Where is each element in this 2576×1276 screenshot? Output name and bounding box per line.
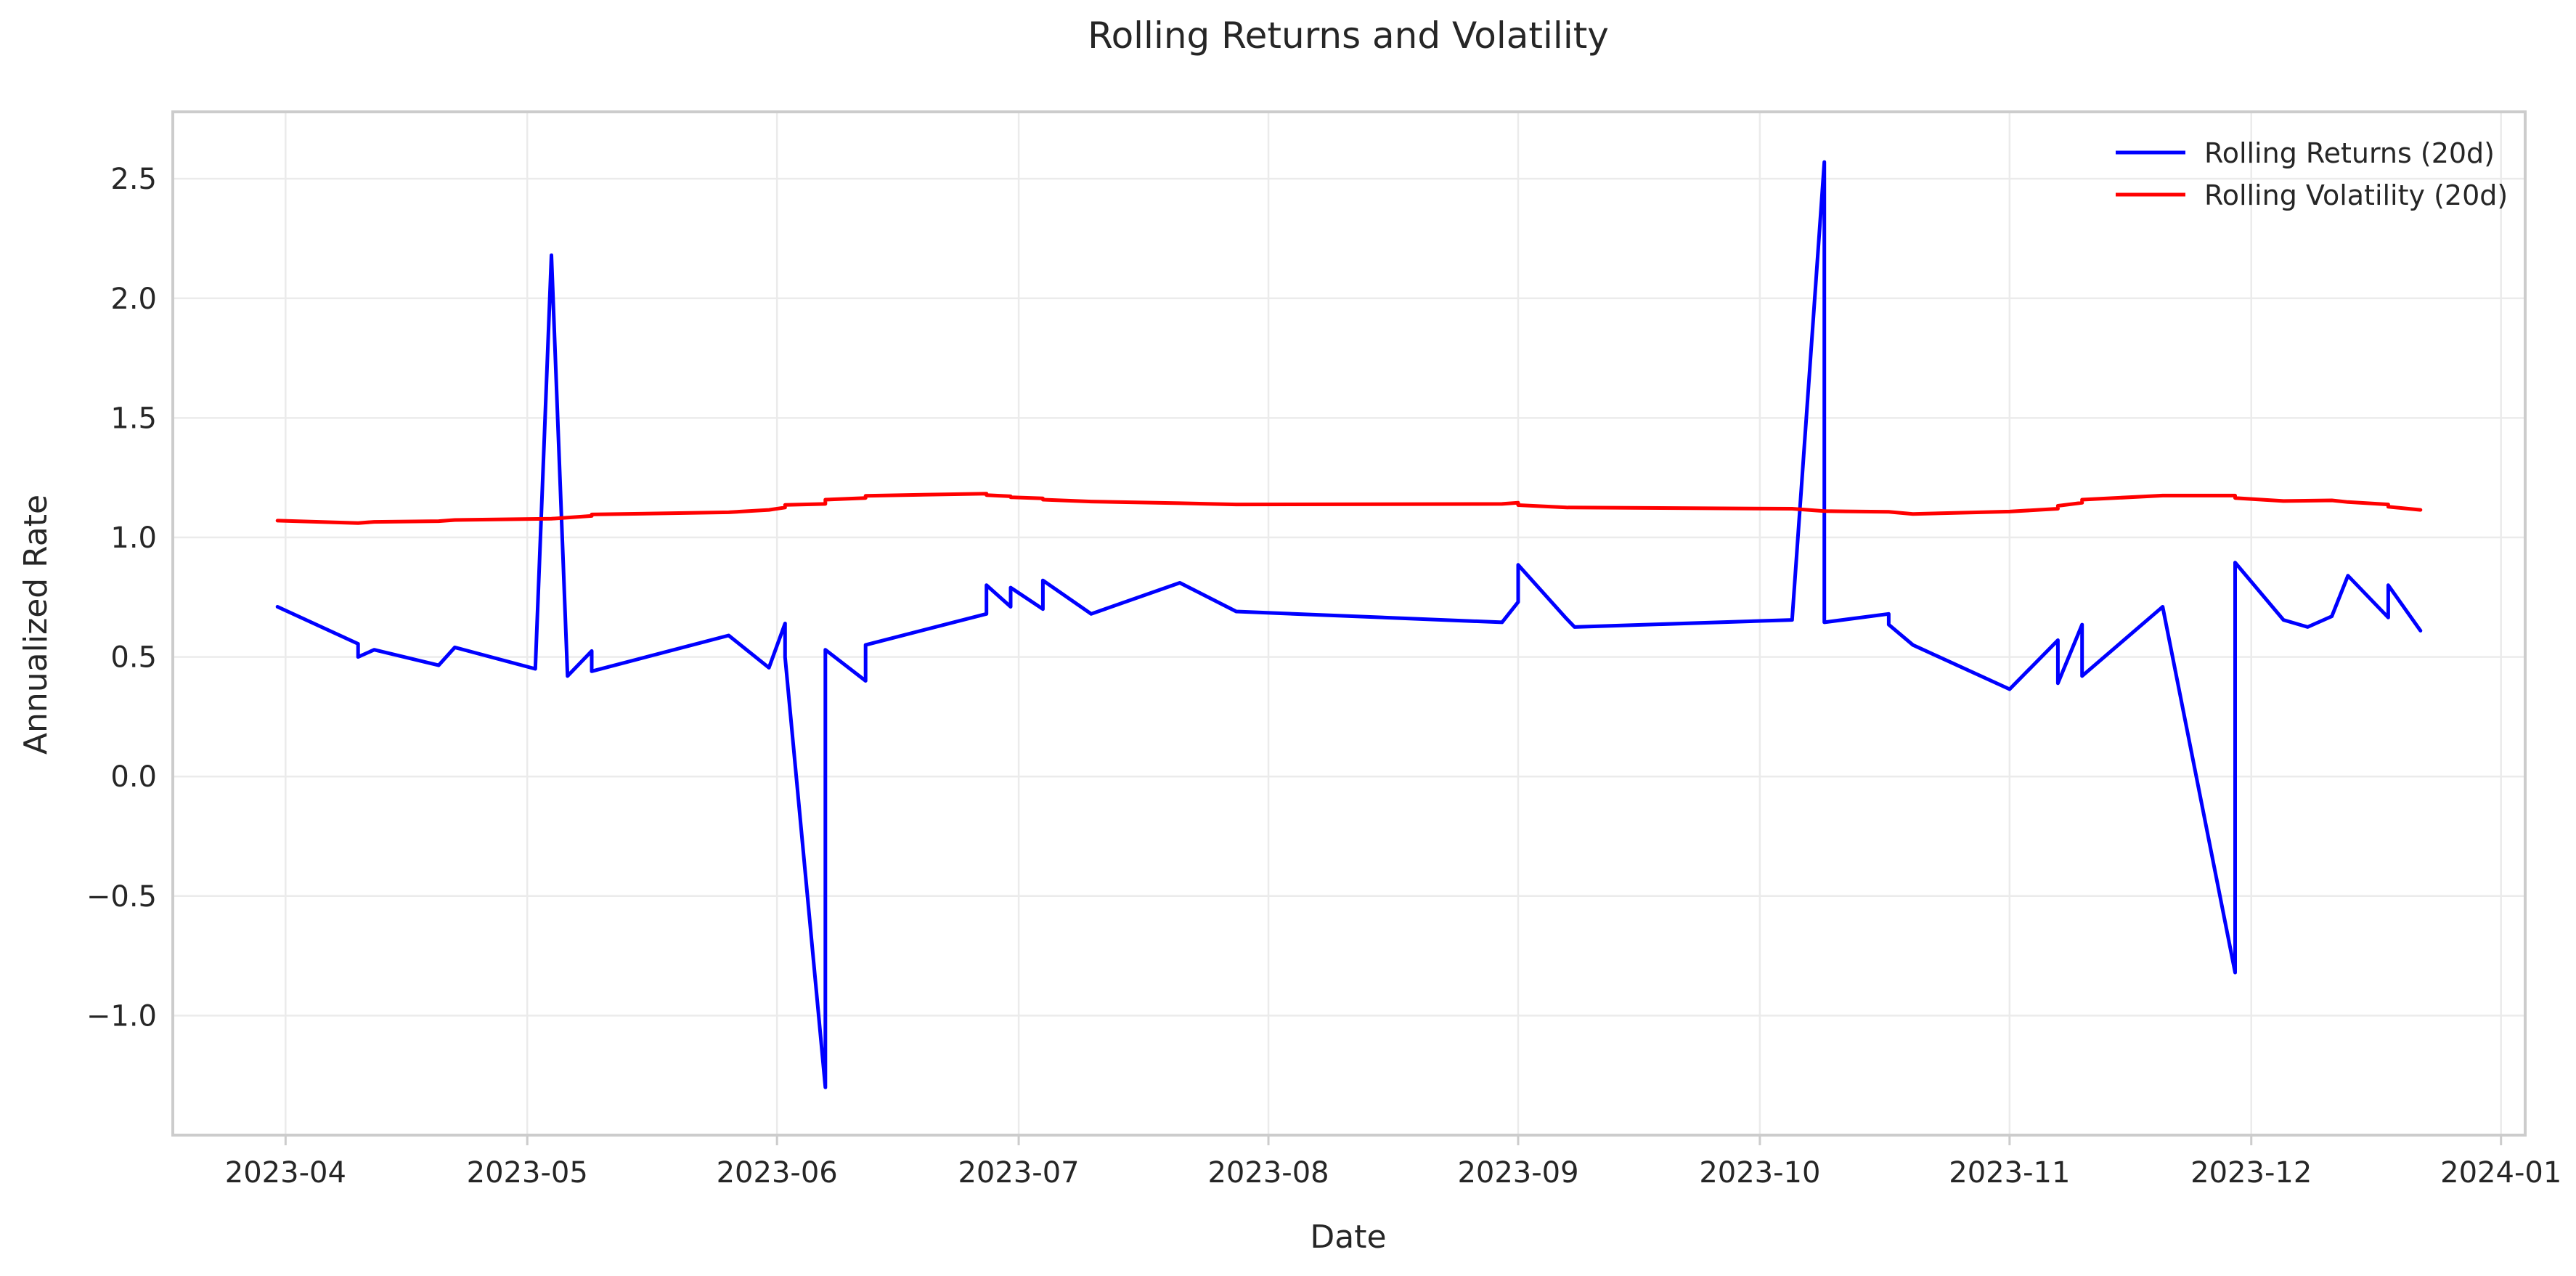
y-tick-label: 0.0 (110, 760, 157, 794)
y-tick-label: 1.5 (110, 402, 157, 435)
x-axis-label: Date (1310, 1219, 1386, 1256)
y-tick-label: −1.0 (86, 999, 157, 1033)
grid-layer (173, 112, 2525, 1135)
series-line-rolling-volatility (275, 492, 2423, 525)
y-axis-label: Annualized Rate (17, 495, 54, 755)
x-tick-label: 2023-08 (1207, 1156, 1329, 1190)
x-tick-label: 2024-01 (2440, 1156, 2561, 1190)
y-tick-label: 2.5 (110, 163, 157, 196)
legend-label-volatility: Rolling Volatility (20d) (2204, 179, 2508, 211)
legend-label-returns: Rolling Returns (20d) (2204, 137, 2495, 169)
x-tick-label: 2023-05 (467, 1156, 588, 1190)
x-tick-label: 2023-12 (2190, 1156, 2312, 1190)
tick-layer: 2023-04 2023-05 2023-06 2023-07 2023-08 2023-… (86, 163, 2561, 1190)
x-tick-label: 2023-09 (1457, 1156, 1578, 1190)
x-tick-label: 2023-11 (1949, 1156, 2070, 1190)
y-tick-label: 2.0 (110, 283, 157, 316)
chart-title: Rolling Returns and Volatility (1088, 15, 1609, 57)
series-line-rolling-returns (275, 160, 2423, 1089)
x-tick-label: 2023-10 (1699, 1156, 1820, 1190)
x-tick-label: 2023-07 (958, 1156, 1079, 1190)
x-tick-label: 2023-04 (225, 1156, 346, 1190)
y-tick-label: −0.5 (86, 880, 157, 914)
x-tick-label: 2023-06 (717, 1156, 838, 1190)
series-layer (275, 160, 2423, 1089)
y-tick-label: 0.5 (110, 641, 157, 675)
plot-area-frame (171, 110, 2527, 1137)
y-tick-label: 1.0 (110, 521, 157, 555)
legend: Rolling Returns (20d) Rolling Volatility… (2116, 137, 2508, 211)
